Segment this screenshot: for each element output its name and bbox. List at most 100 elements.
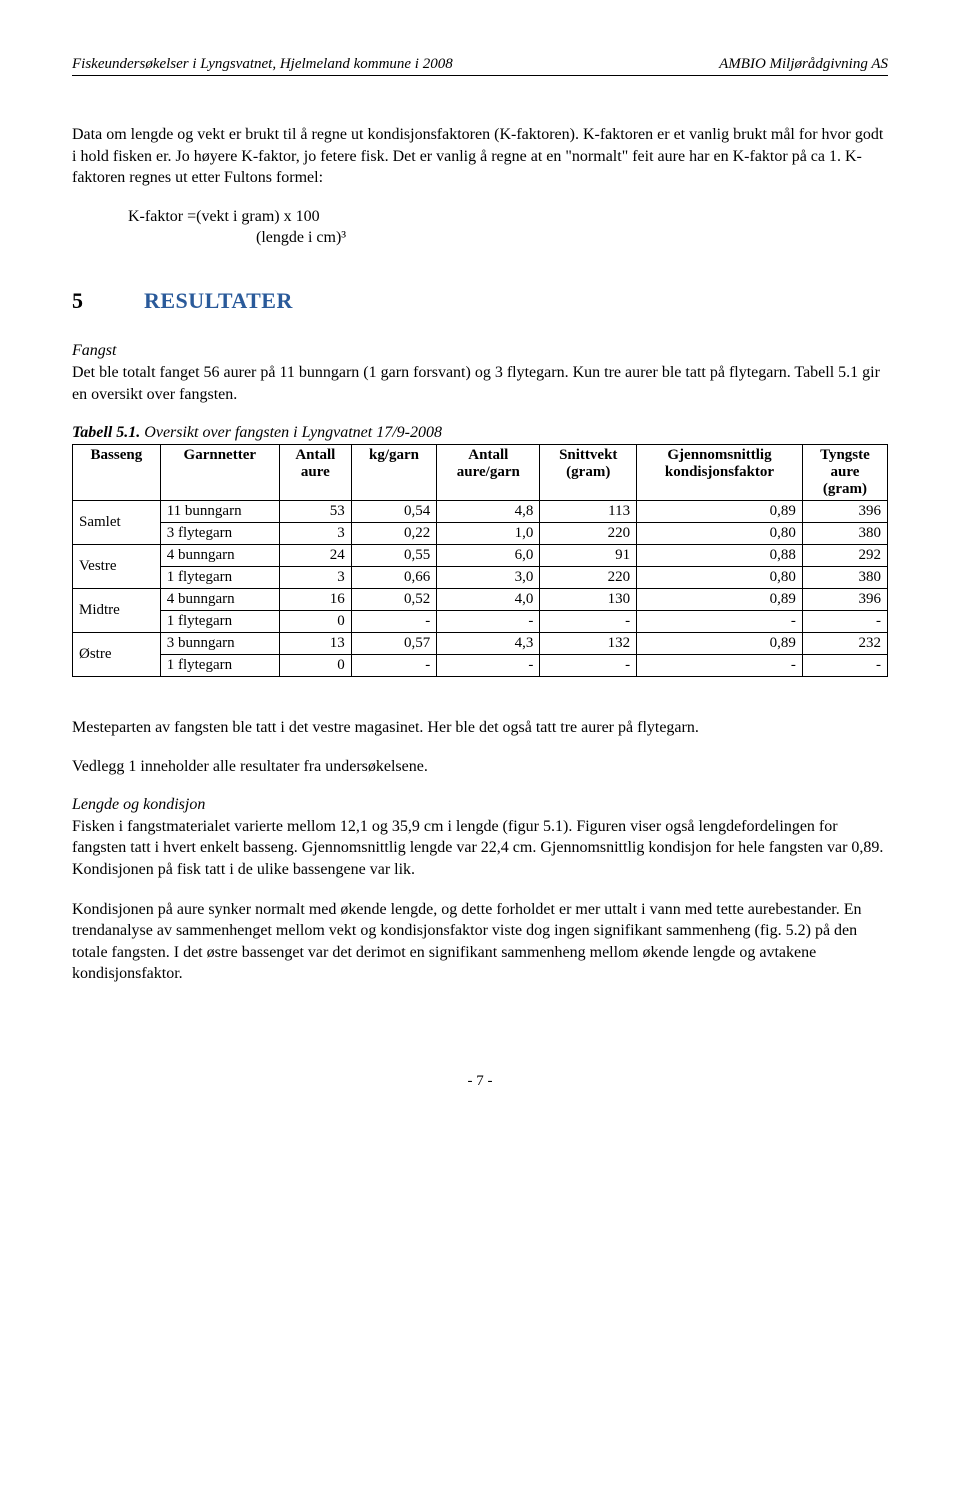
section-number: 5 xyxy=(72,288,144,314)
para-mesteparten: Mesteparten av fangsten ble tatt i det v… xyxy=(72,717,888,739)
table-cell: - xyxy=(637,610,803,632)
table-cell: 0,80 xyxy=(637,566,803,588)
formula-block: K-faktor =(vekt i gram) x 100 (lengde i … xyxy=(128,207,888,249)
table-cell: 0,57 xyxy=(351,632,436,654)
table-cell: - xyxy=(351,654,436,676)
table-cell: 113 xyxy=(540,500,637,522)
table-cell: 220 xyxy=(540,522,637,544)
table-cell: 132 xyxy=(540,632,637,654)
table-cell: 292 xyxy=(802,544,887,566)
lengde-text2: Kondisjonen på aure synker normalt med ø… xyxy=(72,899,888,985)
table-cell: 3 flytegarn xyxy=(160,522,279,544)
section-title: RESULTATER xyxy=(144,288,293,313)
table-row: Vestre4 bunngarn240,556,0910,88292 xyxy=(73,544,888,566)
table-col-header: Snittvekt(gram) xyxy=(540,444,637,500)
table-cell: 0,89 xyxy=(637,588,803,610)
table-cell: 0,66 xyxy=(351,566,436,588)
table-group-label: Samlet xyxy=(73,500,161,544)
table-cell: 0,52 xyxy=(351,588,436,610)
table-cell: 0,54 xyxy=(351,500,436,522)
table-cell: 396 xyxy=(802,500,887,522)
table-cell: 13 xyxy=(279,632,351,654)
intro-paragraph: Data om lengde og vekt er brukt til å re… xyxy=(72,124,888,189)
table-cell: 3 bunngarn xyxy=(160,632,279,654)
table-cell: 0,89 xyxy=(637,500,803,522)
table-cell: 0 xyxy=(279,654,351,676)
table-caption: Tabell 5.1. Oversikt over fangsten i Lyn… xyxy=(72,424,888,442)
table-col-header: kg/garn xyxy=(351,444,436,500)
table-cell: 6,0 xyxy=(437,544,540,566)
table-row: Østre3 bunngarn130,574,31320,89232 xyxy=(73,632,888,654)
table-cell: 0 xyxy=(279,610,351,632)
table-cell: 3 xyxy=(279,522,351,544)
table-caption-label: Tabell 5.1. xyxy=(72,424,140,441)
table-cell: - xyxy=(637,654,803,676)
section-heading: 5RESULTATER xyxy=(72,288,888,314)
table-cell: - xyxy=(437,654,540,676)
table-cell: 0,55 xyxy=(351,544,436,566)
page-header: Fiskeundersøkelser i Lyngsvatnet, Hjelme… xyxy=(72,56,888,73)
table-cell: 0,80 xyxy=(637,522,803,544)
lengde-heading: Lengde og kondisjon xyxy=(72,796,888,814)
table-cell: 4,8 xyxy=(437,500,540,522)
table-head: BassengGarnnetterAntallaurekg/garnAntall… xyxy=(73,444,888,500)
table-cell: 0,22 xyxy=(351,522,436,544)
table-cell: 4 bunngarn xyxy=(160,588,279,610)
table-cell: 1 flytegarn xyxy=(160,566,279,588)
table-cell: 16 xyxy=(279,588,351,610)
table-col-header: Garnnetter xyxy=(160,444,279,500)
table-cell: 220 xyxy=(540,566,637,588)
table-cell: 232 xyxy=(802,632,887,654)
table-cell: 130 xyxy=(540,588,637,610)
fangst-text: Det ble totalt fanget 56 aurer på 11 bun… xyxy=(72,362,888,405)
table-body: Samlet11 bunngarn530,544,81130,893963 fl… xyxy=(73,500,888,676)
table-col-header: Antallaure xyxy=(279,444,351,500)
table-cell: 91 xyxy=(540,544,637,566)
table-row: 1 flytegarn0----- xyxy=(73,654,888,676)
table-cell: 4,3 xyxy=(437,632,540,654)
header-left: Fiskeundersøkelser i Lyngsvatnet, Hjelme… xyxy=(72,56,453,73)
table-cell: 396 xyxy=(802,588,887,610)
table-cell: 1,0 xyxy=(437,522,540,544)
table-cell: - xyxy=(802,610,887,632)
table-cell: 1 flytegarn xyxy=(160,654,279,676)
catch-table: BassengGarnnetterAntallaurekg/garnAntall… xyxy=(72,444,888,677)
table-cell: 4,0 xyxy=(437,588,540,610)
table-cell: - xyxy=(802,654,887,676)
table-cell: 53 xyxy=(279,500,351,522)
table-cell: - xyxy=(540,610,637,632)
table-cell: 380 xyxy=(802,522,887,544)
fangst-heading: Fangst xyxy=(72,342,888,360)
table-cell: 380 xyxy=(802,566,887,588)
table-row: 3 flytegarn30,221,02200,80380 xyxy=(73,522,888,544)
lengde-text1: Fisken i fangstmaterialet varierte mello… xyxy=(72,816,888,881)
table-cell: - xyxy=(540,654,637,676)
page-number: - 7 - xyxy=(72,1073,888,1090)
table-cell: 0,88 xyxy=(637,544,803,566)
formula-line1: K-faktor =(vekt i gram) x 100 xyxy=(128,207,888,228)
table-cell: - xyxy=(351,610,436,632)
table-row: 1 flytegarn0----- xyxy=(73,610,888,632)
table-row: Samlet11 bunngarn530,544,81130,89396 xyxy=(73,500,888,522)
table-cell: 11 bunngarn xyxy=(160,500,279,522)
header-right: AMBIO Miljørådgivning AS xyxy=(719,56,888,73)
table-col-header: Antallaure/garn xyxy=(437,444,540,500)
table-cell: 4 bunngarn xyxy=(160,544,279,566)
table-col-header: Tyngsteaure(gram) xyxy=(802,444,887,500)
table-row: 1 flytegarn30,663,02200,80380 xyxy=(73,566,888,588)
table-group-label: Østre xyxy=(73,632,161,676)
para-vedlegg: Vedlegg 1 inneholder alle resultater fra… xyxy=(72,756,888,778)
table-cell: 24 xyxy=(279,544,351,566)
table-group-label: Vestre xyxy=(73,544,161,588)
table-cell: - xyxy=(437,610,540,632)
table-col-header: Gjennomsnittligkondisjonsfaktor xyxy=(637,444,803,500)
table-cell: 3,0 xyxy=(437,566,540,588)
table-row: Midtre4 bunngarn160,524,01300,89396 xyxy=(73,588,888,610)
table-col-header: Basseng xyxy=(73,444,161,500)
table-caption-desc: Oversikt over fangsten i Lyngvatnet 17/9… xyxy=(144,424,442,441)
table-cell: 1 flytegarn xyxy=(160,610,279,632)
table-cell: 3 xyxy=(279,566,351,588)
formula-line2: (lengde i cm)³ xyxy=(256,228,888,249)
table-cell: 0,89 xyxy=(637,632,803,654)
header-rule xyxy=(72,75,888,76)
